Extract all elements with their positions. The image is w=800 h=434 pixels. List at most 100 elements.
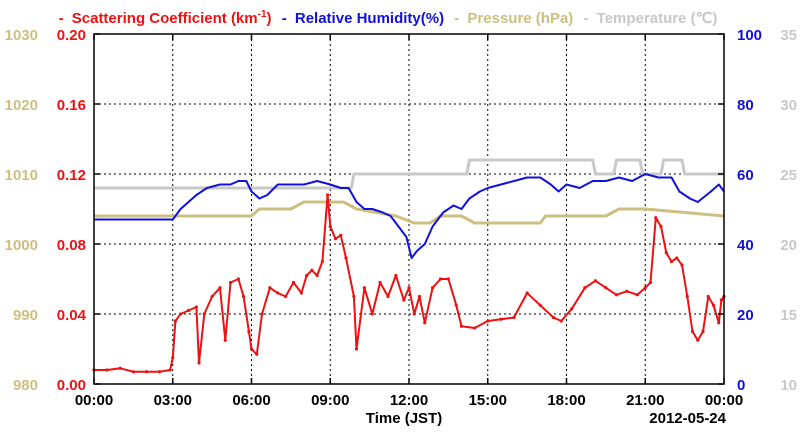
scattering-point bbox=[473, 326, 477, 330]
humidity-line bbox=[94, 173, 725, 259]
humidity-tick-label: 100 bbox=[737, 27, 762, 44]
scattering-point bbox=[570, 307, 574, 311]
scattering-point bbox=[659, 224, 663, 229]
scattering-point bbox=[525, 291, 529, 295]
scattering-point bbox=[247, 329, 251, 334]
x-tick-label: 18:00 bbox=[547, 392, 585, 409]
scattering-point bbox=[186, 308, 191, 313]
x-tick-label: 00:00 bbox=[75, 392, 113, 409]
scattering-point bbox=[333, 237, 338, 241]
scattering-point bbox=[197, 361, 201, 365]
temperature-tick-label: 20 bbox=[780, 237, 797, 254]
scattering-point bbox=[194, 305, 198, 309]
scattering-point bbox=[459, 324, 464, 328]
scattering-point bbox=[635, 293, 639, 297]
scattering-point bbox=[236, 277, 240, 281]
scattering-point bbox=[394, 273, 398, 278]
scattering-point bbox=[276, 291, 280, 295]
scattering-point bbox=[593, 279, 597, 283]
scattering-point bbox=[438, 277, 443, 281]
scattering-point bbox=[158, 370, 162, 374]
scattering-point bbox=[378, 280, 382, 285]
scattering-point bbox=[706, 294, 710, 299]
humidity-tick-label: 40 bbox=[737, 237, 754, 254]
scattering-point bbox=[354, 347, 359, 351]
date-label: 2012-05-24 bbox=[649, 410, 726, 427]
scattering-point bbox=[228, 280, 233, 285]
humidity-tick-label: 20 bbox=[737, 307, 754, 324]
temperature-tick-label: 15 bbox=[780, 307, 797, 324]
x-tick-label: 21:00 bbox=[626, 392, 664, 409]
scattering-point bbox=[701, 329, 705, 334]
scattering-tick-label: 0.04 bbox=[57, 307, 87, 324]
scattering-point bbox=[711, 303, 716, 307]
scattering-point bbox=[223, 338, 227, 342]
scattering-point bbox=[680, 263, 684, 267]
legend-humidity-dash: - bbox=[282, 10, 287, 27]
scattering-point bbox=[417, 294, 422, 299]
legend-scattering-sup: -1 bbox=[258, 9, 267, 20]
scattering-point bbox=[131, 370, 135, 374]
scattering-tick-label: 0.08 bbox=[57, 237, 86, 254]
scattering-point bbox=[171, 356, 175, 360]
scattering-point bbox=[690, 329, 695, 334]
temperature-tick-label: 30 bbox=[780, 97, 797, 114]
scattering-point bbox=[625, 289, 629, 293]
scattering-point bbox=[669, 259, 674, 264]
legend: - Scattering Coefficient (km-1) - Relati… bbox=[59, 9, 718, 27]
x-tick-label: 06:00 bbox=[232, 392, 270, 409]
legend-scattering-dash: - bbox=[59, 10, 64, 27]
scattering-point bbox=[173, 319, 177, 323]
pressure-line bbox=[94, 200, 725, 225]
scattering-tick-label: 0.00 bbox=[57, 377, 86, 394]
humidity-tick-label: 80 bbox=[737, 97, 754, 114]
scattering-point bbox=[551, 315, 555, 320]
x-tick-label: 09:00 bbox=[311, 392, 349, 409]
scattering-point bbox=[339, 233, 343, 237]
scattering-point bbox=[305, 273, 309, 278]
pressure-tick-label: 1010 bbox=[5, 167, 38, 184]
x-tick-label: 03:00 bbox=[154, 392, 192, 409]
temperature-tick-label: 35 bbox=[780, 27, 797, 44]
scattering-point bbox=[486, 319, 490, 323]
legend-scattering-label: Scattering Coefficient (km bbox=[72, 10, 258, 27]
scattering-point bbox=[675, 256, 679, 260]
legend-pressure-dash: - bbox=[454, 10, 459, 27]
scattering-point bbox=[249, 347, 254, 351]
scattering-point bbox=[320, 259, 324, 264]
temperature-tick-label: 10 bbox=[780, 377, 797, 394]
legend-humidity-label: Relative Humidity(%) bbox=[295, 10, 444, 27]
scattering-point bbox=[717, 321, 721, 325]
scattering-point bbox=[696, 338, 700, 342]
legend-temperature-label: Temperature (℃) bbox=[597, 10, 718, 27]
pressure-tick-label: 1030 bbox=[5, 27, 38, 44]
scattering-point bbox=[604, 286, 608, 290]
scattering-point bbox=[664, 251, 668, 255]
pressure-tick-label: 1000 bbox=[5, 237, 38, 254]
scattering-point bbox=[291, 280, 296, 285]
scattering-point bbox=[242, 294, 246, 299]
scattering-point bbox=[538, 303, 542, 307]
scattering-tick-label: 0.16 bbox=[57, 97, 86, 114]
scattering-point bbox=[370, 312, 374, 316]
scattering-point bbox=[179, 312, 183, 316]
series-layer bbox=[92, 158, 726, 374]
scattering-point bbox=[643, 286, 647, 290]
scattering-point bbox=[362, 286, 366, 290]
scattering-point bbox=[407, 286, 411, 290]
scattering-point bbox=[423, 321, 427, 325]
scattering-point bbox=[299, 291, 303, 295]
temperature-line bbox=[94, 158, 724, 190]
pressure-tick-label: 1020 bbox=[5, 97, 38, 114]
scattering-point bbox=[648, 280, 653, 285]
legend-temperature-dash: - bbox=[583, 10, 588, 27]
scattering-tick-label: 0.12 bbox=[57, 167, 86, 184]
scattering-point bbox=[685, 294, 689, 299]
x-tick-label: 15:00 bbox=[469, 392, 507, 409]
scattering-point bbox=[402, 298, 406, 302]
scattering-point bbox=[210, 294, 214, 299]
humidity-tick-label: 0 bbox=[737, 377, 745, 394]
scattering-point bbox=[326, 193, 330, 197]
x-tick-label: 12:00 bbox=[390, 392, 428, 409]
